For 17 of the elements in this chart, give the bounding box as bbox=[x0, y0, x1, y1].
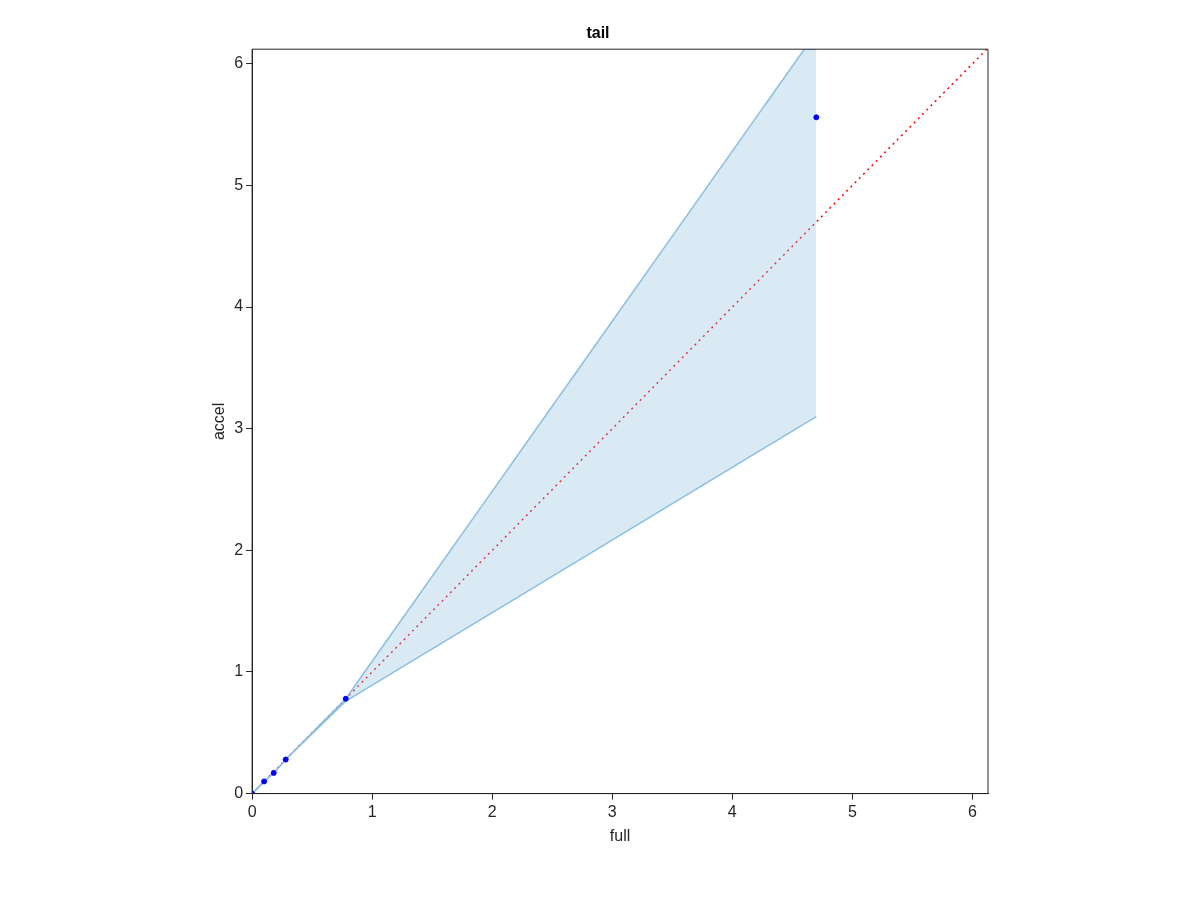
x-tick-label: 0 bbox=[247, 802, 257, 820]
y-tick-label: 6 bbox=[234, 54, 244, 72]
y-tick-label: 3 bbox=[234, 419, 244, 437]
x-axis-title: full bbox=[609, 826, 631, 844]
x-tick-label: 1 bbox=[367, 802, 377, 820]
y-tick-label: 2 bbox=[234, 540, 244, 558]
y-tick-label: 1 bbox=[234, 662, 244, 680]
x-tick-label: 5 bbox=[847, 802, 857, 820]
y-tick-label: 5 bbox=[234, 175, 244, 193]
x-tick-label: 4 bbox=[727, 802, 737, 820]
x-tick-label: 6 bbox=[967, 802, 977, 820]
y-tick-label: 0 bbox=[234, 784, 244, 802]
y-axis-title: accel bbox=[210, 402, 228, 441]
x-tick-label: 3 bbox=[607, 802, 617, 820]
y-tick-label: 4 bbox=[234, 297, 244, 315]
chart-title: tail bbox=[586, 24, 610, 42]
x-tick-label: 2 bbox=[487, 802, 497, 820]
